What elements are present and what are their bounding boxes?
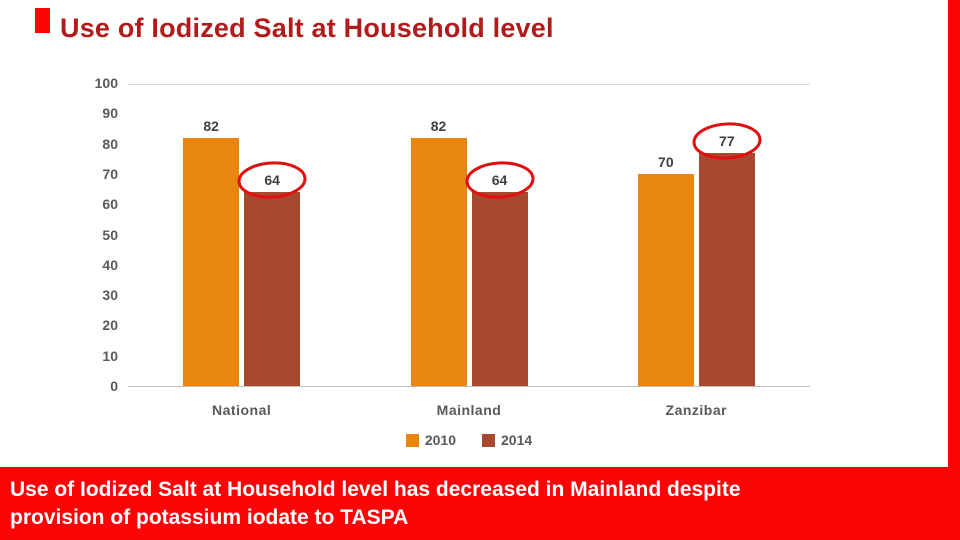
y-axis-tick-label: 80 [102, 135, 118, 152]
bar-2014-national [244, 192, 301, 386]
bar-value-label: 77 [692, 122, 762, 160]
bar-2010-zanzibar [637, 173, 694, 386]
y-axis-tick-label: 20 [102, 317, 118, 334]
legend-swatch [405, 433, 419, 447]
y-axis-tick-label: 30 [102, 287, 118, 304]
bar-2014-zanzibar [698, 152, 755, 386]
plot-area: 82 64 National 82 64 Mainland 70 77 Zanzibar [128, 84, 810, 418]
banner-text-line2: provision of potassium iodate to TASPA [10, 505, 409, 529]
x-axis-category-label: National [212, 402, 272, 418]
y-axis-tick-label: 70 [102, 165, 118, 182]
legend-label: 2010 [424, 432, 456, 448]
bar-2010-mainland [410, 137, 467, 386]
y-axis-tick-label: 10 [102, 347, 118, 364]
right-edge-stripe [948, 0, 960, 540]
bar-chart: 100 90 80 70 60 50 40 30 20 10 0 82 64 National 82 64 M… [70, 75, 815, 461]
legend-item-2014: 2014 [482, 432, 532, 448]
bottom-banner: Use of Iodized Salt at Household level h… [0, 467, 960, 540]
x-axis-category-label: Zanzibar [665, 402, 728, 418]
y-axis-tick-label: 50 [102, 226, 118, 243]
bar-value-label: 64 [465, 161, 534, 199]
title-accent-square [35, 8, 50, 33]
y-axis: 100 90 80 70 60 50 40 30 20 10 0 [70, 75, 118, 394]
y-axis-tick-label: 0 [110, 378, 118, 394]
banner-text-line1: Use of Iodized Salt at Household level h… [10, 478, 741, 501]
x-axis-category-label: Mainland [436, 402, 502, 418]
legend-label: 2014 [501, 432, 533, 448]
y-axis-tick-label: 100 [94, 75, 118, 91]
legend-item-2010: 2010 [405, 432, 456, 448]
bar-value-label: 82 [203, 117, 219, 134]
bar-2010-national [183, 137, 240, 386]
bar-value-label: 70 [658, 153, 674, 170]
y-axis-tick-label: 90 [102, 105, 118, 122]
y-axis-tick-label: 60 [102, 196, 118, 213]
slide-title: Use of Iodized Salt at Household level [60, 13, 554, 43]
legend-swatch [482, 433, 495, 447]
bar-2014-mainland [471, 192, 528, 386]
chart-legend: 2010 2014 [128, 432, 810, 448]
y-axis-tick-label: 40 [102, 256, 118, 273]
bar-value-label: 82 [430, 117, 447, 134]
bar-value-label: 64 [237, 161, 307, 199]
